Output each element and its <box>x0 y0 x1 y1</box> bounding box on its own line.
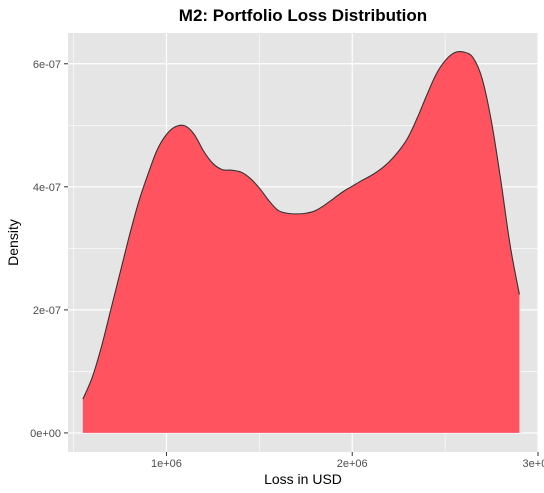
y-tick-label: 0e+00 <box>30 428 61 440</box>
y-tick-label: 2e-07 <box>33 305 61 317</box>
y-axis-ticks: 0e+00 2e-07 4e-07 6e-07 <box>30 59 68 440</box>
x-tick-label: 2e+06 <box>337 458 368 470</box>
y-tick-label: 6e-07 <box>33 59 61 71</box>
x-tick-label: 3e+06 <box>523 458 544 470</box>
chart-title: M2: Portfolio Loss Distribution <box>179 6 427 25</box>
y-axis-title: Density <box>5 219 21 266</box>
density-line <box>82 50 520 400</box>
y-tick-label: 4e-07 <box>33 182 61 194</box>
x-axis-title: Loss in USD <box>264 471 342 487</box>
density-area <box>82 51 520 433</box>
x-axis-ticks: 1e+06 2e+06 3e+06 <box>151 452 544 470</box>
x-tick-label: 1e+06 <box>151 458 182 470</box>
